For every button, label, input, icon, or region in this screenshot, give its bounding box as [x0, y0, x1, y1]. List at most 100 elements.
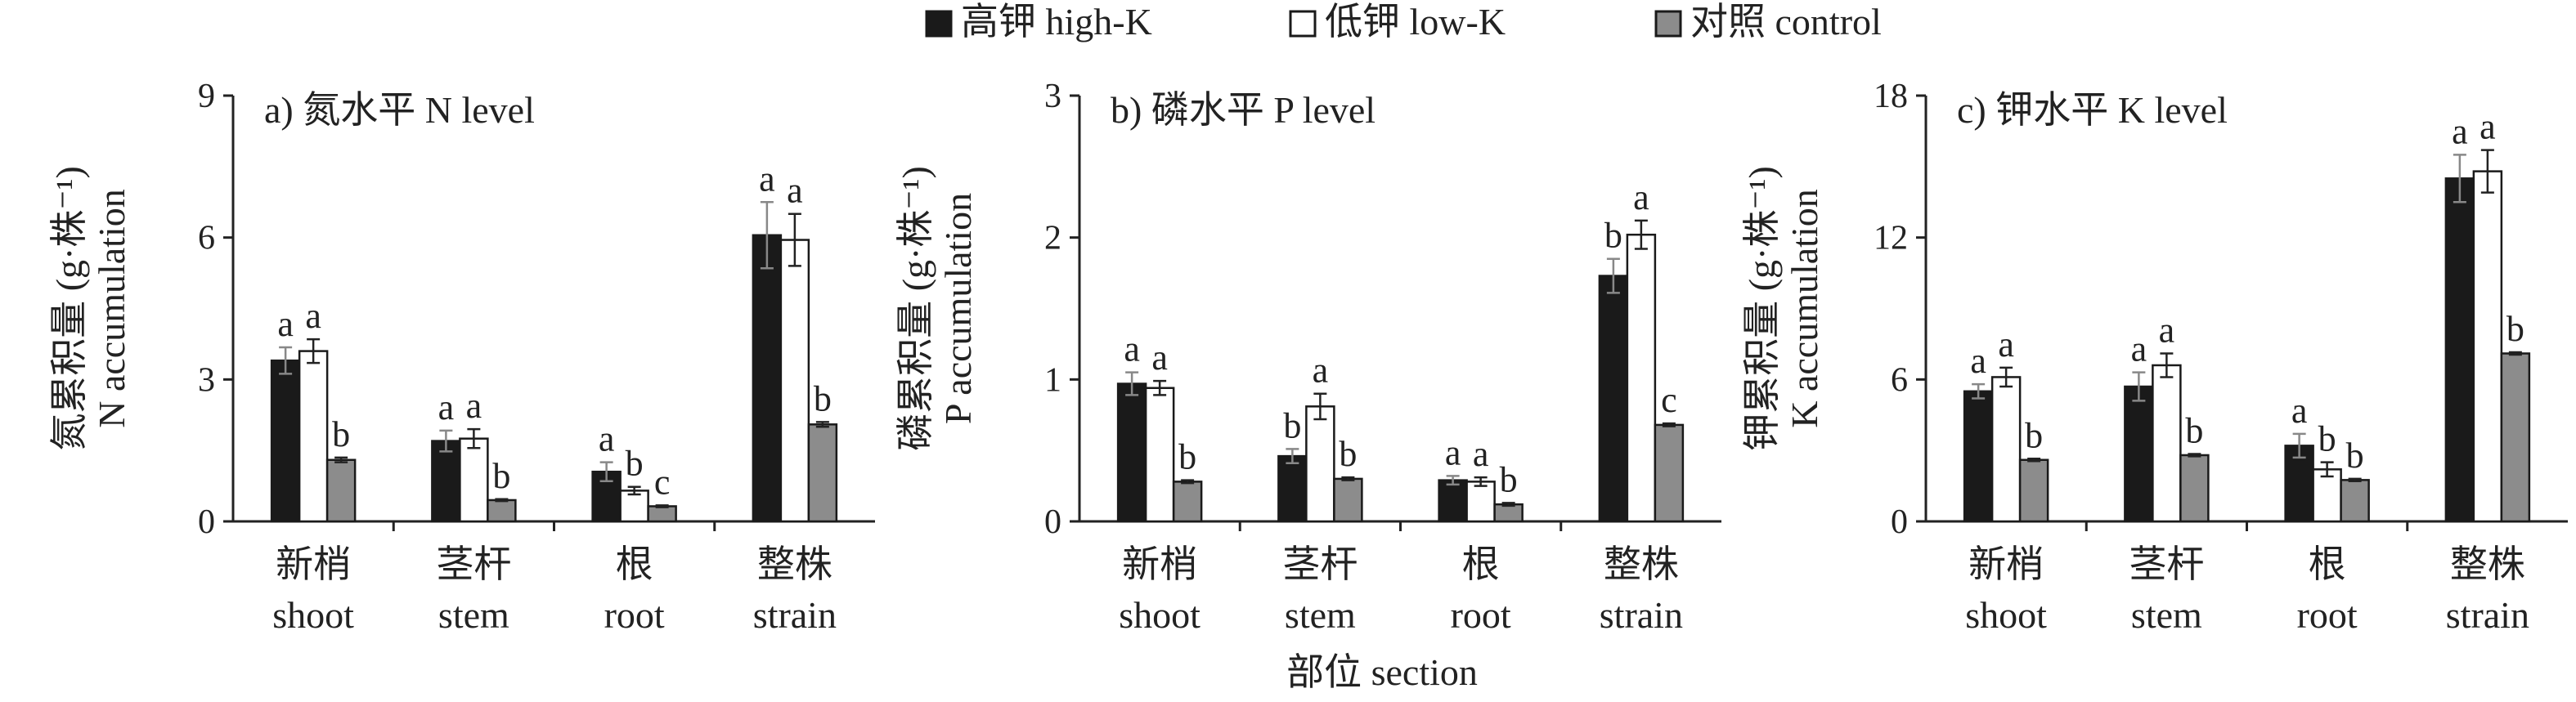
significance-label: a	[1124, 329, 1140, 369]
significance-label: a	[2480, 107, 2496, 147]
bar	[647, 505, 677, 523]
y-tick-label: 0	[1044, 503, 1061, 541]
significance-label: b	[492, 456, 510, 496]
legend-label: 高钾 high-K	[961, 1, 1152, 42]
x-tick-label-cn: 新梢	[1122, 543, 1197, 585]
x-tick-label-en: strain	[2446, 594, 2529, 636]
significance-label: a	[2291, 391, 2308, 431]
significance-label: a	[2159, 310, 2175, 350]
y-tick-label: 18	[1874, 78, 1908, 115]
significance-label: b	[2185, 411, 2203, 451]
error-bar	[788, 212, 801, 267]
bar	[1277, 454, 1308, 523]
significance-label: b	[814, 378, 832, 418]
bar	[459, 437, 489, 523]
bar	[1172, 481, 1203, 523]
bar	[1990, 376, 2022, 523]
y-axis-label-en: P accumulation	[937, 193, 979, 424]
chart-panel: 0 6 12 18 c) 钾水平 K level 钾累积量 (g·株⁻¹) K accumu…	[1741, 78, 2568, 636]
error-bar	[2027, 458, 2041, 463]
significance-label: b	[2025, 415, 2043, 455]
y-tick-label: 6	[198, 220, 215, 257]
significance-label: b	[2318, 419, 2336, 459]
significance-label: a	[1633, 177, 1649, 217]
error-bar	[2508, 351, 2522, 356]
error-bar	[334, 456, 348, 463]
x-tick-label-cn: 新梢	[1968, 543, 2044, 585]
significance-label: a	[759, 159, 775, 199]
error-bar	[2160, 352, 2174, 378]
significance-label: a	[599, 419, 615, 459]
legend-label: 对照 control	[1690, 1, 1882, 42]
y-axis-label-cn: 钾累积量 (g·株⁻¹)	[1741, 166, 1783, 451]
y-tick-label: 3	[198, 361, 215, 399]
bar	[2444, 177, 2475, 523]
significance-label: a	[305, 296, 321, 336]
significance-label: b	[1178, 437, 1196, 477]
significance-label: a	[277, 304, 294, 344]
x-tick-label-cn: 根	[2309, 543, 2346, 585]
error-bar	[2453, 154, 2466, 203]
x-tick-label-cn: 整株	[1604, 543, 1679, 585]
bar	[2018, 458, 2049, 523]
y-tick-label: 3	[1044, 78, 1061, 115]
legend-swatch	[1289, 10, 1317, 38]
significance-label: b	[332, 414, 350, 454]
x-tick-label-cn: 整株	[2450, 543, 2525, 585]
bar	[325, 458, 357, 523]
significance-label: b	[1500, 459, 1518, 499]
significance-label: a	[466, 386, 482, 426]
y-axis-label-en: K accumulation	[1784, 189, 1825, 428]
x-tick-label-cn: 新梢	[276, 543, 351, 585]
bar	[1963, 390, 1994, 523]
bar	[431, 440, 461, 523]
error-bar	[2132, 371, 2146, 402]
error-bar	[279, 346, 293, 375]
bar	[779, 239, 810, 523]
bar	[270, 359, 301, 523]
bar	[1626, 233, 1657, 523]
significance-label: a	[1313, 351, 1329, 391]
legend: 高钾 high-K 低钾 low-K 对照 control	[925, 1, 1882, 42]
bar	[2472, 170, 2503, 523]
x-tick-label-en: root	[1451, 594, 1511, 636]
panels: 0 3 6 9 a) 氮水平 N level 氮累积量 (g·株⁻¹) N accumula…	[48, 78, 2568, 636]
y-axis-label-cn: 氮累积量 (g·株⁻¹)	[48, 166, 90, 451]
error-bar	[307, 338, 321, 364]
error-bar	[760, 201, 774, 270]
x-tick-label-en: stem	[2131, 594, 2202, 636]
significance-label: a	[1473, 434, 1489, 474]
significance-label: b	[2506, 309, 2524, 349]
y-tick-label: 6	[1891, 361, 1908, 399]
panel-title: c) 钾水平 K level	[1957, 89, 2228, 131]
legend-item: 低钾 low-K	[1289, 1, 1506, 42]
x-tick-label-en: root	[2297, 594, 2358, 636]
error-bar	[2348, 477, 2362, 483]
error-bar	[599, 461, 613, 483]
x-tick-label-en: stem	[438, 594, 509, 636]
significance-label: b	[2346, 436, 2364, 476]
bar	[1116, 382, 1147, 523]
bar	[1654, 423, 1685, 523]
panel-title: a) 氮水平 N level	[264, 89, 535, 131]
error-bar	[495, 498, 509, 503]
error-bar	[627, 485, 641, 496]
significance-label: a	[1970, 341, 1986, 381]
bar	[1598, 275, 1629, 523]
x-tick-label-cn: 茎杆	[2129, 543, 2204, 585]
error-bar	[1341, 476, 1355, 481]
error-bar	[1181, 479, 1195, 485]
chart-panel: 0 3 6 9 a) 氮水平 N level 氮累积量 (g·株⁻¹) N accumula…	[48, 78, 875, 636]
y-tick-label: 9	[198, 78, 215, 115]
error-bar	[1662, 422, 1676, 427]
x-tick-label-cn: 根	[1462, 543, 1500, 585]
chart-panel: 0 1 2 3 b) 磷水平 P level 磷累积量 (g·株⁻¹) P accumula…	[895, 78, 1721, 636]
error-bar	[467, 427, 481, 449]
error-bar	[2320, 461, 2334, 478]
y-axis-label-en: N accumulation	[91, 189, 132, 428]
error-bar	[2292, 432, 2306, 459]
significance-label: b	[1339, 434, 1357, 474]
bar	[1144, 387, 1175, 523]
x-tick-label-en: shoot	[1965, 594, 2047, 636]
x-tick-label-cn: 根	[616, 543, 653, 585]
